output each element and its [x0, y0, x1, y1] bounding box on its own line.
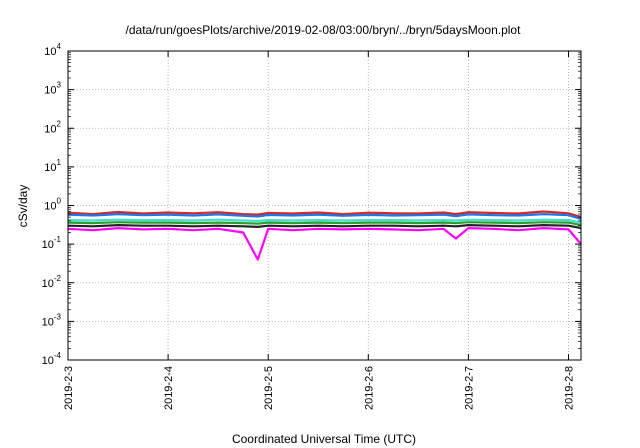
series-line-5: [67, 224, 582, 230]
series-line-3: [67, 218, 582, 224]
y-tick-label: 10-4: [42, 351, 62, 367]
x-tick-label: 2019-2-5: [263, 366, 275, 410]
x-tick-label: 2019-2-6: [363, 366, 375, 410]
y-tick-label: 10-1: [42, 235, 62, 251]
series-line-4: [67, 221, 582, 227]
series-line-1: [67, 210, 582, 219]
x-axis-label: Coordinated Universal Time (UTC): [232, 432, 416, 446]
x-tick-label: 2019-2-7: [463, 366, 475, 410]
y-axis-ticks: 10-4 10-3 10-2 10-1 100 101 102 103 104: [42, 42, 581, 367]
y-axis-label: cSv/day: [16, 185, 30, 228]
x-axis-ticks: 2019-2-3 2019-2-4 2019-2-5 2019-2-6 2019-2-7…: [63, 51, 575, 410]
y-tick-label: 101: [44, 158, 61, 174]
series-lines: [67, 210, 582, 261]
series-line-6: [67, 227, 582, 261]
y-tick-label: 10-3: [42, 312, 62, 328]
series-line-2: [67, 213, 582, 220]
y-tick-label: 102: [44, 119, 61, 135]
plot-frame: [67, 50, 582, 361]
y-tick-label: 103: [44, 81, 61, 97]
y-tick-label: 10-2: [42, 274, 62, 290]
chart-title: /data/run/goesPlots/archive/2019-02-08/0…: [126, 23, 522, 37]
y-tick-label: 100: [44, 197, 61, 213]
x-tick-label: 2019-2-3: [63, 366, 75, 410]
grid: [67, 51, 581, 360]
x-tick-label: 2019-2-4: [163, 366, 175, 410]
x-tick-label: 2019-2-8: [563, 366, 575, 410]
y-tick-label: 104: [44, 42, 61, 58]
